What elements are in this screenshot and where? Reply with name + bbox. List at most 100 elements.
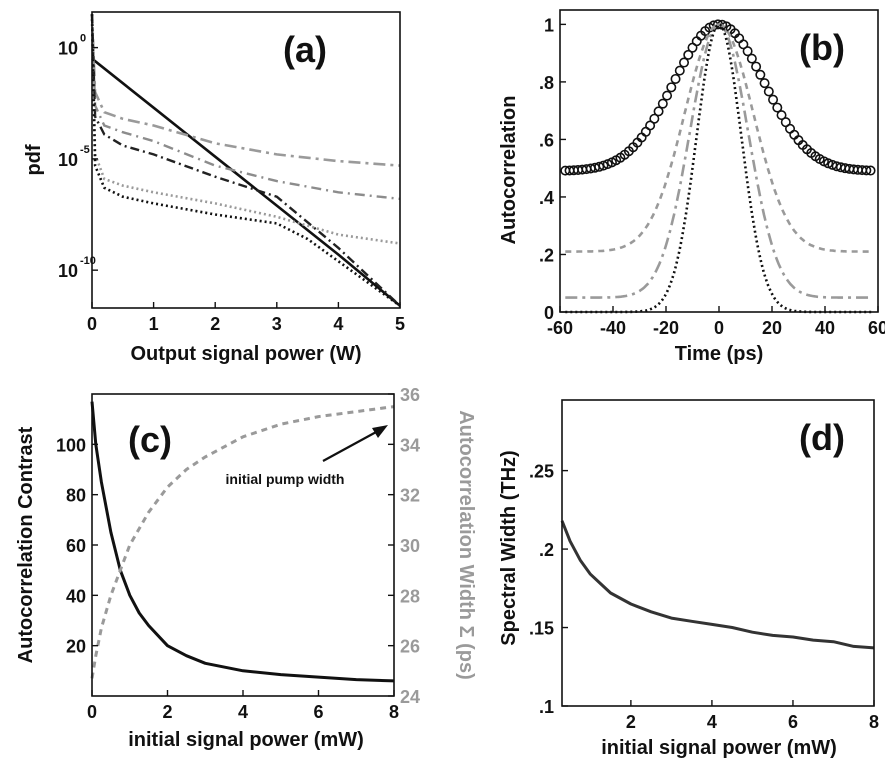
plot-frame-d [561, 399, 875, 707]
y-tick-label-d: .25 [529, 462, 554, 482]
x-tick-label-b: 20 [762, 318, 782, 338]
data-point-b [746, 53, 757, 64]
x-tick-label-c: 0 [87, 702, 97, 722]
y-tick-label-b: .6 [539, 130, 554, 150]
series-line-a-dash-dot-gray-2 [90, 14, 401, 201]
x-tick-label-a: 5 [395, 314, 405, 334]
y-right-axis-title-c: Autocorrelation Width Σ (ps) [455, 410, 477, 680]
data-point-b [785, 123, 796, 134]
series-line-c-left [90, 401, 395, 683]
panel-label-b: (b) [799, 27, 845, 68]
data-point-b [662, 90, 673, 101]
y-tick-exponent-a: 0 [80, 33, 86, 45]
y-tick-label-c: 100 [56, 435, 86, 455]
series-line-a-dash-dot-gray [90, 14, 401, 167]
panel-d: 2 4 6 8 .1 .15 .2 .25 (d) initial signal power (m… [498, 399, 879, 759]
x-tick-label-b: 60 [868, 318, 885, 338]
annotation-text-c: initial pump width [226, 471, 345, 487]
x-axis-title-c: initial signal power (mW) [128, 729, 364, 751]
panel-label-d: (d) [799, 417, 845, 458]
data-point-b [674, 65, 685, 76]
x-tick-label-d: 8 [869, 712, 879, 732]
y-tick-exponent-a: -10 [80, 255, 96, 267]
series-line-a-solid-black [91, 57, 401, 307]
x-tick-label-b: -40 [600, 318, 626, 338]
y-tick-label-b: .2 [539, 245, 554, 265]
y-tick-label-a: 10 [58, 150, 78, 170]
series-line-b-dashed-gray [565, 23, 873, 253]
x-axis-title-a: Output signal power (W) [130, 343, 361, 365]
y-tick-label-c: 80 [66, 486, 86, 506]
y-right-tick-label-c: 36 [400, 385, 420, 405]
panel-c: 0 2 4 6 82040608010024262830323436(c)initial… [15, 385, 477, 751]
y-tick-exponent-a: -5 [80, 144, 90, 156]
y-tick-label-c: 20 [66, 637, 86, 657]
data-point-b [763, 86, 774, 97]
y-tick-label-b: 0 [544, 303, 554, 323]
panel-label-a: (a) [283, 29, 327, 70]
x-axis-title-b: Time (ps) [675, 343, 764, 365]
y-right-tick-label-c: 28 [400, 586, 420, 606]
data-point-b [865, 165, 876, 176]
data-point-b [768, 94, 779, 105]
y-right-tick-label-c: 30 [400, 536, 420, 556]
data-point-b [683, 49, 694, 60]
data-point-b [657, 98, 668, 109]
series-line-a-dash-dot-black [90, 14, 401, 307]
data-point-b [679, 57, 690, 68]
y-right-tick-label-c: 34 [400, 435, 420, 455]
y-right-tick-label-c: 24 [400, 687, 420, 707]
y-right-tick-label-c: 26 [400, 637, 420, 657]
x-tick-label-b: -60 [547, 318, 573, 338]
y-tick-label-b: 1 [544, 15, 554, 35]
y-axis-title-c: Autocorrelation Contrast [15, 426, 37, 663]
annotation-arrowhead-c [372, 425, 388, 438]
x-tick-label-c: 6 [313, 702, 323, 722]
y-tick-label-a: 10 [58, 261, 78, 281]
data-point-b [649, 113, 660, 124]
data-point-b [598, 160, 609, 171]
x-tick-label-a: 3 [272, 314, 282, 334]
y-tick-label-a: 10 [58, 39, 78, 59]
x-tick-label-a: 0 [87, 314, 97, 334]
series-line-b-dash-dot-gray [565, 23, 873, 299]
data-point-b [742, 46, 753, 57]
x-tick-label-a: 2 [210, 314, 220, 334]
panel-b: -60 -40 -20 0 20 40 60 0 .2 .4 .6 .8 1 (b) Time (ps) Au… [498, 9, 885, 365]
series-line-a-dotted-gray [90, 14, 401, 245]
x-tick-label-c: 2 [162, 702, 172, 722]
series-line-d [560, 520, 875, 650]
panel-label-c: (c) [128, 419, 172, 460]
y-tick-label-d: .1 [539, 697, 554, 717]
y-tick-label-b: .4 [539, 188, 554, 208]
data-point-b [776, 110, 787, 121]
plot-frame-a [91, 11, 401, 309]
x-tick-label-c: 4 [238, 702, 248, 722]
y-tick-label-c: 40 [66, 586, 86, 606]
x-tick-label-c: 8 [389, 702, 399, 722]
x-tick-label-d: 6 [788, 712, 798, 732]
x-tick-label-d: 2 [626, 712, 636, 732]
data-point-b [772, 102, 783, 113]
y-tick-label-d: .15 [529, 619, 554, 639]
data-point-b [751, 61, 762, 72]
data-point-b [666, 82, 677, 93]
y-axis-title-a: pdf [23, 144, 45, 175]
data-point-b [755, 69, 766, 80]
series-line-c-right [90, 405, 395, 679]
annotation-arrow-c [322, 430, 379, 462]
x-tick-label-b: -20 [653, 318, 679, 338]
y-axis-title-b: Autocorrelation [498, 96, 520, 245]
x-axis-title-d: initial signal power (mW) [601, 737, 837, 759]
data-point-b [759, 78, 770, 89]
data-point-b [861, 165, 872, 176]
data-point-b [594, 161, 605, 172]
y-axis-title-d: Spectral Width (THz) [498, 450, 520, 645]
x-tick-label-d: 4 [707, 712, 717, 732]
panel-a: 0 1 2 3 4 510 010 -510 -10(a)Output signal power… [23, 11, 405, 365]
data-point-b [670, 73, 681, 84]
x-tick-label-b: 0 [714, 318, 724, 338]
x-tick-label-a: 1 [149, 314, 159, 334]
data-point-b [653, 106, 664, 117]
